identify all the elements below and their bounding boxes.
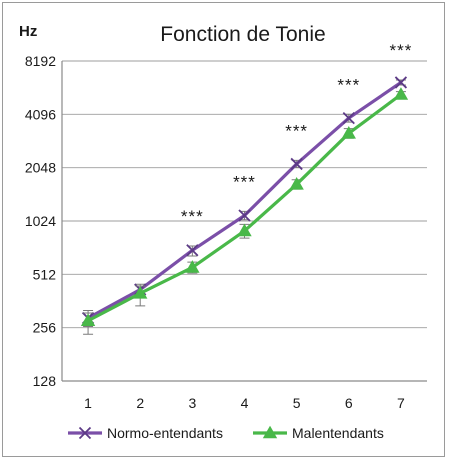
point-malentendants-1 [80,313,96,327]
point-malentendants-4 [237,223,252,237]
significance-4: *** [233,172,256,191]
x-tick-5: 5 [293,395,301,411]
x-tick-6: 6 [345,395,353,411]
y-tick-4096: 4096 [25,106,56,122]
x-tick-2: 2 [136,395,144,411]
point-normo-entendants-6 [342,111,355,125]
significance-annotations: *** *** *** *** *** [181,41,412,226]
point-malentendants-3 [185,260,200,273]
x-tick-3: 3 [188,395,196,411]
point-malentendants-5 [289,176,304,190]
series-line-malentendants [87,93,402,323]
point-malentendants-2 [133,286,148,299]
legend-label-malentendants: Malentendants [292,425,384,441]
x-tick-7: 7 [397,395,405,411]
point-normo-entendants-5 [290,157,303,171]
x-tick-1: 1 [84,395,92,411]
y-tick-labels: 128 256 512 1024 2048 4096 8192 [25,53,56,389]
grid-lines [61,60,427,382]
y-tick-256: 256 [33,320,57,336]
point-malentendants-6 [341,126,356,139]
legend-marker-malentendants [262,425,278,439]
y-tick-128: 128 [33,373,57,389]
y-tick-2048: 2048 [25,160,56,176]
significance-7: *** [389,41,412,60]
x-tick-4: 4 [241,395,249,411]
series-line-normo-entendants [87,81,402,320]
legend-label-normo-entendants: Normo-entendants [107,425,223,441]
y-axis-unit: Hz [19,23,37,40]
point-normo-entendants-3 [186,244,199,257]
series-malentendants [80,87,409,335]
y-tick-1024: 1024 [25,213,56,229]
point-normo-entendants-7 [394,76,408,89]
y-tick-512: 512 [33,266,57,282]
point-malentendants-7 [393,87,409,100]
series-group [80,76,409,335]
point-normo-entendants-4 [238,209,251,222]
y-tick-8192: 8192 [25,53,56,69]
significance-6: *** [337,75,360,94]
x-tick-labels: 1 2 3 4 5 6 7 [84,395,405,411]
chart-title: Fonction de Tonie [160,23,325,46]
legend: Normo-entendants Malentendants [68,425,384,441]
significance-5: *** [285,121,308,140]
significance-3: *** [181,207,204,226]
legend-marker-normo-entendants [78,426,92,440]
